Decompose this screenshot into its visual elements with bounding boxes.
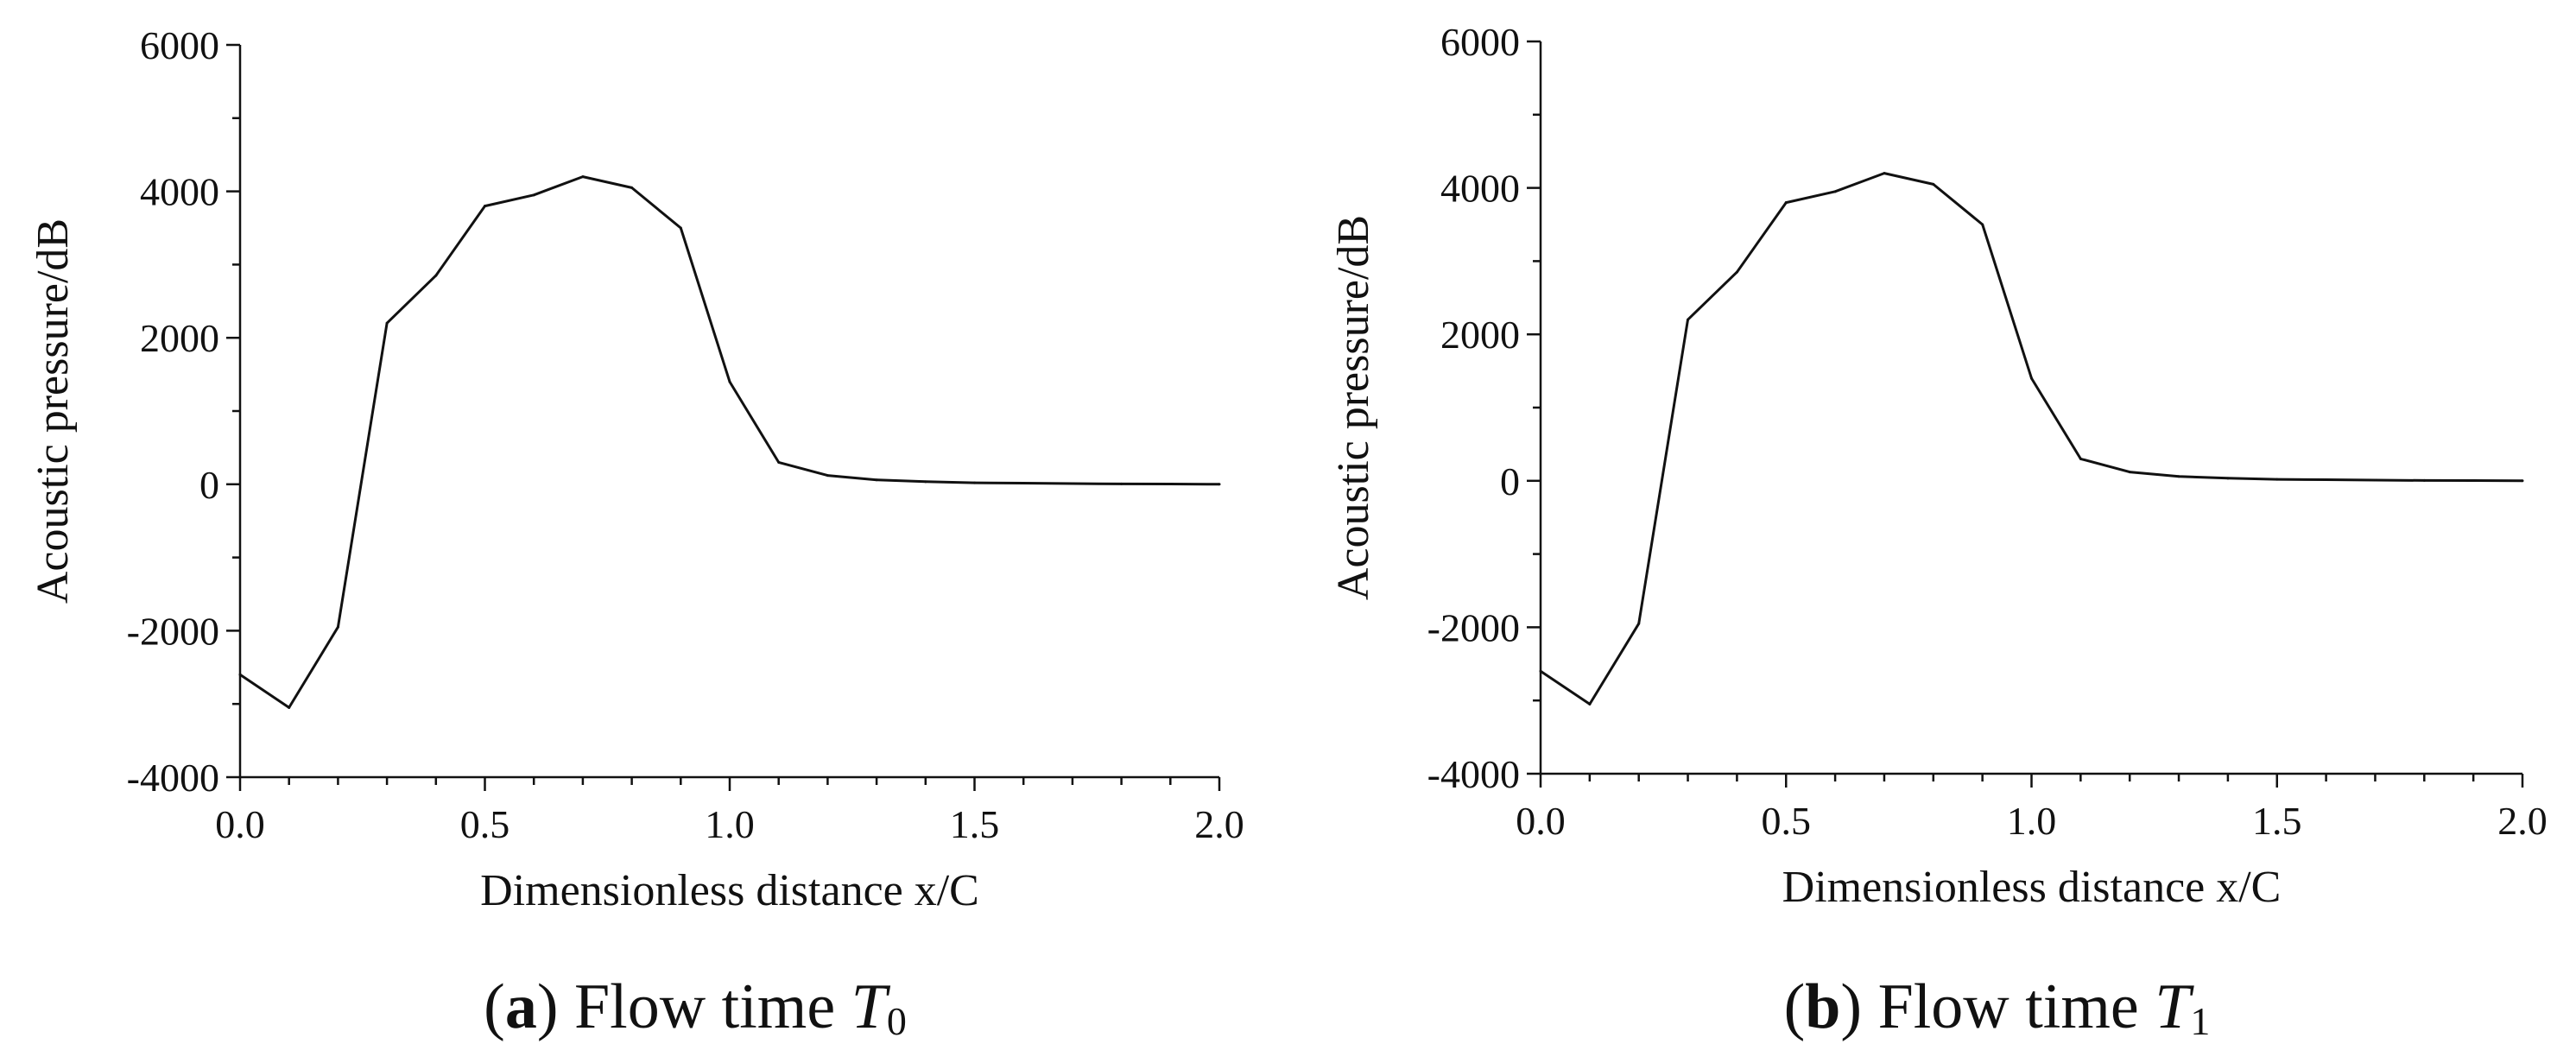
caption-close-paren: ) <box>1840 971 1862 1042</box>
y-tick-label: 0 <box>1500 459 1520 503</box>
y-tick-label: 0 <box>199 463 219 507</box>
panel-caption: (b) Flow time T1 <box>1784 971 2211 1043</box>
data-point <box>1022 482 1025 485</box>
x-tick-label: 1.0 <box>2007 799 2057 843</box>
data-point <box>875 478 878 482</box>
data-point <box>2422 478 2426 482</box>
data-point <box>484 205 486 208</box>
data-point <box>1687 318 1690 321</box>
data-point <box>1932 182 1935 186</box>
data-point <box>2226 477 2230 480</box>
x-tick-label: 0.5 <box>1762 799 1812 843</box>
caption-text: Flow time <box>558 971 851 1042</box>
y-tick-label: -2000 <box>1427 605 1520 649</box>
data-point <box>1981 223 1984 226</box>
data-point <box>2030 376 2033 380</box>
caption-letter: a <box>505 971 537 1042</box>
y-tick-label: 2000 <box>1440 313 1520 357</box>
data-point <box>777 460 781 464</box>
data-point <box>1735 270 1738 274</box>
x-axis-label: Dimensionless distance x/C <box>1782 863 2282 912</box>
y-tick-label: 4000 <box>1440 167 1520 211</box>
data-point <box>679 226 682 230</box>
series-line <box>1540 172 2523 705</box>
data-point <box>532 193 535 197</box>
series-line <box>239 175 1220 709</box>
data-point <box>2373 478 2377 482</box>
y-tick-label: -2000 <box>127 609 219 653</box>
caption-text: Flow time <box>1862 971 2155 1042</box>
data-point <box>385 321 389 325</box>
chart-b: -4000 -2000 0 2000 4000 6000 0.0 0.5 1.0 1.5 2.0 Di… <box>1329 20 2548 1043</box>
data-point <box>2521 479 2524 483</box>
x-tick-label: 2.0 <box>1194 802 1244 846</box>
chart-panel-b: -4000 -2000 0 2000 4000 6000 0.0 0.5 1.0 1.5 2.0 Di… <box>1288 0 2576 1044</box>
x-tick-label: 0.0 <box>1516 799 1566 843</box>
data-point <box>1539 669 1542 673</box>
caption-close-paren: ) <box>537 971 559 1042</box>
data-point <box>1883 172 1886 175</box>
data-point <box>2472 479 2475 483</box>
data-point <box>1168 483 1172 486</box>
data-point <box>581 175 585 179</box>
caption-open-paren: ( <box>484 971 505 1042</box>
x-tick-label: 1.5 <box>2252 799 2302 843</box>
y-tick-label: -4000 <box>127 756 219 800</box>
data-point <box>924 480 927 484</box>
caption-symbol: T <box>851 971 891 1042</box>
y-tick-label: 6000 <box>1440 20 1520 64</box>
data-point <box>288 705 291 709</box>
y-tick-label: 6000 <box>140 23 219 67</box>
data-point <box>630 186 634 189</box>
data-point <box>2325 478 2328 482</box>
data-point <box>1120 482 1123 485</box>
data-point <box>826 474 829 478</box>
y-tick-label: 4000 <box>140 170 219 214</box>
y-axis-label: Acoustic pressure/dB <box>28 218 78 604</box>
panel-caption: (a) Flow time T0 <box>484 971 907 1043</box>
data-point <box>336 625 339 629</box>
data-point <box>1218 483 1221 486</box>
data-point <box>434 274 438 277</box>
data-point <box>1784 201 1788 205</box>
data-point <box>2177 475 2180 478</box>
x-tick-label: 1.0 <box>705 802 755 846</box>
x-axis-label: Dimensionless distance x/C <box>480 866 979 915</box>
caption-letter: b <box>1805 971 1840 1042</box>
y-axis-label: Acoustic pressure/dB <box>1329 215 1378 600</box>
x-tick-label: 2.0 <box>2497 799 2548 843</box>
data-point <box>1071 482 1074 485</box>
y-tick-label: -4000 <box>1427 752 1520 796</box>
data-point <box>1637 622 1641 625</box>
chart-panel-a: -4000 -2000 0 2000 4000 6000 0.0 0.5 1.0 1.5 2.0 Di… <box>28 23 1244 1043</box>
data-point <box>238 673 242 676</box>
data-point <box>973 481 976 484</box>
data-point <box>2128 471 2131 474</box>
data-point <box>728 380 731 383</box>
x-tick-label: 0.0 <box>215 802 265 846</box>
data-point <box>1833 190 1837 193</box>
x-tick-label: 1.5 <box>950 802 1000 846</box>
x-tick-label: 0.5 <box>460 802 510 846</box>
data-point <box>2079 457 2082 460</box>
data-point <box>2275 478 2279 481</box>
caption-subscript: 0 <box>887 999 907 1043</box>
y-tick-label: 2000 <box>140 316 219 360</box>
chart-a: -4000 -2000 0 2000 4000 6000 0.0 0.5 1.0 1.5 2.0 Di… <box>28 23 1244 1043</box>
caption-open-paren: ( <box>1784 971 1806 1042</box>
caption-symbol: T <box>2155 971 2194 1042</box>
data-point <box>1588 702 1592 705</box>
caption-subscript: 1 <box>2190 999 2210 1043</box>
